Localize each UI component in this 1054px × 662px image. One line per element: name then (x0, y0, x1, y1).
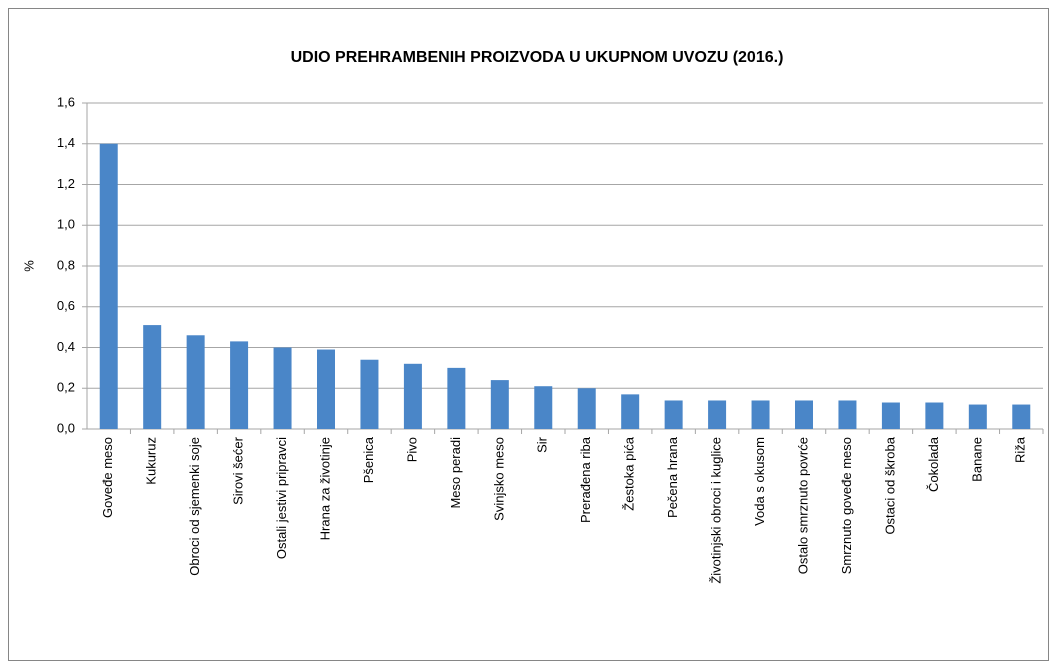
x-tick-label: Smrznuto goveđe meso (839, 437, 854, 574)
y-tick-label: 1,4 (57, 135, 75, 150)
x-tick-label: Banane (969, 437, 984, 482)
y-tick-label: 0,0 (57, 420, 75, 435)
y-tick-label: 0,8 (57, 257, 75, 272)
chart-border (8, 8, 1049, 661)
bar (273, 347, 292, 429)
bar (664, 400, 683, 429)
x-tick-label: Sirovi šećer (231, 436, 246, 505)
bar (143, 325, 162, 429)
x-tick-label: Goveđe meso (100, 437, 115, 518)
x-tick-label: Pšenica (361, 436, 376, 483)
bar (230, 341, 249, 429)
bar (360, 359, 379, 429)
y-tick-label: 0,2 (57, 380, 75, 395)
bar (968, 404, 987, 429)
y-axis-label: % (21, 260, 36, 272)
bar (925, 402, 944, 429)
bar (838, 400, 857, 429)
x-tick-label: Prerađena riba (578, 436, 593, 523)
x-tick-label: Hrana za životinje (317, 437, 332, 540)
x-tick-label: Pivo (404, 437, 419, 462)
x-tick-label: Ostali jestivi pripravci (274, 437, 289, 559)
bar (881, 402, 900, 429)
bar (490, 380, 509, 429)
y-tick-label: 1,6 (57, 94, 75, 109)
bar (795, 400, 813, 429)
bar (99, 143, 118, 429)
x-tick-label: Žestoka pića (622, 436, 637, 510)
bar (534, 386, 553, 429)
bar (1012, 404, 1031, 429)
bar (708, 400, 727, 429)
y-tick-label: 1,2 (57, 176, 75, 191)
y-tick-label: 1,0 (57, 217, 75, 232)
x-tick-label: Voda s okusom (752, 437, 767, 526)
x-tick-label: Ostaci od škroba (882, 436, 897, 534)
chart-title: UDIO PREHRAMBENIH PROIZVODA U UKUPNOM UV… (291, 49, 784, 66)
x-tick-label: Meso peradi (448, 437, 463, 509)
x-tick-label: Svinjsko meso (491, 437, 506, 521)
x-tick-label: Čokolada (926, 436, 941, 492)
bar (621, 394, 640, 429)
bar (447, 367, 466, 429)
bar (317, 349, 335, 429)
x-tick-label: Ostalo smrznuto povrće (795, 437, 810, 574)
x-tick-label: Riža (1013, 436, 1028, 463)
x-tick-label: Sir (535, 436, 550, 453)
bar (403, 363, 422, 429)
x-tick-label: Kukuruz (144, 437, 159, 485)
x-tick-label: Životinjski obroci i kuglice (709, 437, 724, 584)
x-tick-label: Pečena hrana (665, 436, 680, 518)
y-tick-label: 0,4 (57, 339, 75, 354)
y-tick-label: 0,6 (57, 298, 75, 313)
x-tick-label: Obroci od sjemenki soje (187, 437, 202, 576)
bar (751, 400, 770, 429)
bar (186, 335, 205, 429)
bar (577, 388, 596, 429)
